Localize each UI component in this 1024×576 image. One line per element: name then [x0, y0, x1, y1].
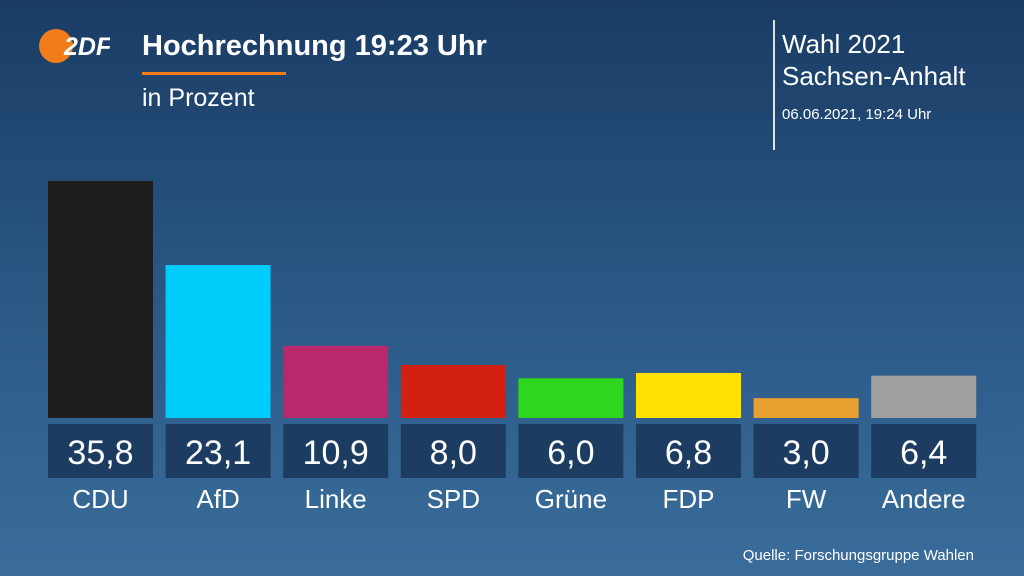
- category-label-fw: FW: [786, 484, 827, 514]
- value-label-grüne: 6,0: [547, 434, 594, 472]
- category-label-grüne: Grüne: [535, 484, 607, 514]
- page-title: Hochrechnung 19:23 Uhr: [142, 30, 487, 62]
- value-label-linke: 10,9: [303, 434, 369, 472]
- zdf-logo: 2DF: [39, 29, 110, 63]
- bar-grüne: [518, 378, 624, 418]
- value-box-linke: [283, 424, 389, 478]
- category-label-fdp: FDP: [663, 484, 715, 514]
- value-label-afd: 23,1: [185, 434, 251, 472]
- value-label-spd: 8,0: [430, 434, 477, 472]
- header-divider: [773, 20, 775, 150]
- bar-fdp: [636, 372, 741, 418]
- bar-cdu: [48, 181, 153, 418]
- bar-spd: [400, 365, 506, 418]
- source-credit: Quelle: Forschungsgruppe Wahlen: [742, 547, 974, 564]
- value-box-andere: [871, 424, 977, 478]
- value-label-fdp: 6,8: [665, 434, 712, 472]
- value-box-afd: [165, 424, 271, 478]
- value-box-fdp: [636, 424, 741, 478]
- category-label-spd: SPD: [427, 484, 480, 514]
- zdf-logo-text: 2DF: [63, 33, 110, 61]
- category-label-afd: AfD: [196, 484, 239, 514]
- value-box-spd: [400, 424, 506, 478]
- value-label-fw: 3,0: [782, 434, 829, 472]
- bar-fw: [753, 398, 859, 418]
- value-box-cdu: [48, 424, 153, 478]
- category-label-andere: Andere: [882, 484, 966, 514]
- page-subtitle: in Prozent: [142, 84, 255, 112]
- value-label-andere: 6,4: [900, 434, 947, 472]
- value-box-fw: [753, 424, 859, 478]
- election-region: Sachsen-Anhalt: [782, 61, 966, 91]
- category-label-cdu: CDU: [72, 484, 128, 514]
- election-timestamp: 06.06.2021, 19:24 Uhr: [782, 106, 932, 123]
- bar-afd: [165, 265, 271, 418]
- zdf-logo-circle: [39, 29, 73, 63]
- election-title: Wahl 2021: [782, 29, 906, 59]
- value-box-grüne: [518, 424, 624, 478]
- title-underline: [142, 72, 286, 75]
- bar-linke: [283, 345, 389, 418]
- category-label-linke: Linke: [305, 484, 367, 514]
- value-label-cdu: 35,8: [67, 434, 133, 472]
- bar-andere: [871, 375, 977, 418]
